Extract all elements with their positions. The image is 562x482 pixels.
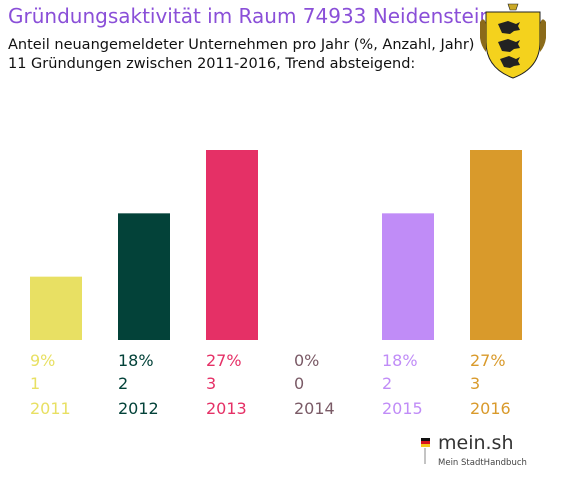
map-pin-icon xyxy=(421,438,430,464)
count-label-2014: 0 xyxy=(294,374,304,393)
year-label-2015: 2015 xyxy=(382,399,423,418)
chart-subtitle: Anteil neuangemeldeter Unternehmen pro J… xyxy=(8,36,474,74)
year-label-2013: 2013 xyxy=(206,399,247,418)
percent-label-2013: 27% xyxy=(206,351,242,370)
count-label-2012: 2 xyxy=(118,374,128,393)
subtitle-line-1: Anteil neuangemeldeter Unternehmen pro J… xyxy=(8,37,475,53)
percent-label-2016: 27% xyxy=(470,351,506,370)
count-label-2015: 2 xyxy=(382,374,392,393)
bar-2015 xyxy=(382,213,434,340)
count-label-2016: 3 xyxy=(470,374,480,393)
chart-title: Gründungsaktivität im Raum 74933 Neidens… xyxy=(8,4,493,28)
year-label-2012: 2012 xyxy=(118,399,159,418)
count-label-2013: 3 xyxy=(206,374,216,393)
percent-label-2015: 18% xyxy=(382,351,418,370)
brand-logo[interactable]: mein.sh Mein StadtHandbuch xyxy=(416,432,536,476)
coat-of-arms-icon xyxy=(480,3,546,79)
brand-name: mein.sh xyxy=(438,432,514,454)
percent-label-2012: 18% xyxy=(118,351,154,370)
percent-label-2014: 0% xyxy=(294,351,319,370)
percent-label-2011: 9% xyxy=(30,351,55,370)
brand-tagline: Mein StadtHandbuch xyxy=(438,458,527,468)
bar-2012 xyxy=(118,213,170,340)
year-label-2011: 2011 xyxy=(30,399,71,418)
bar-2013 xyxy=(206,150,258,340)
year-label-2016: 2016 xyxy=(470,399,511,418)
subtitle-line-2: 11 Gründungen zwischen 2011-2016, Trend … xyxy=(8,56,416,72)
count-label-2011: 1 xyxy=(30,374,40,393)
year-label-2014: 2014 xyxy=(294,399,335,418)
bar-2011 xyxy=(30,276,82,340)
bar-2016 xyxy=(470,150,522,340)
